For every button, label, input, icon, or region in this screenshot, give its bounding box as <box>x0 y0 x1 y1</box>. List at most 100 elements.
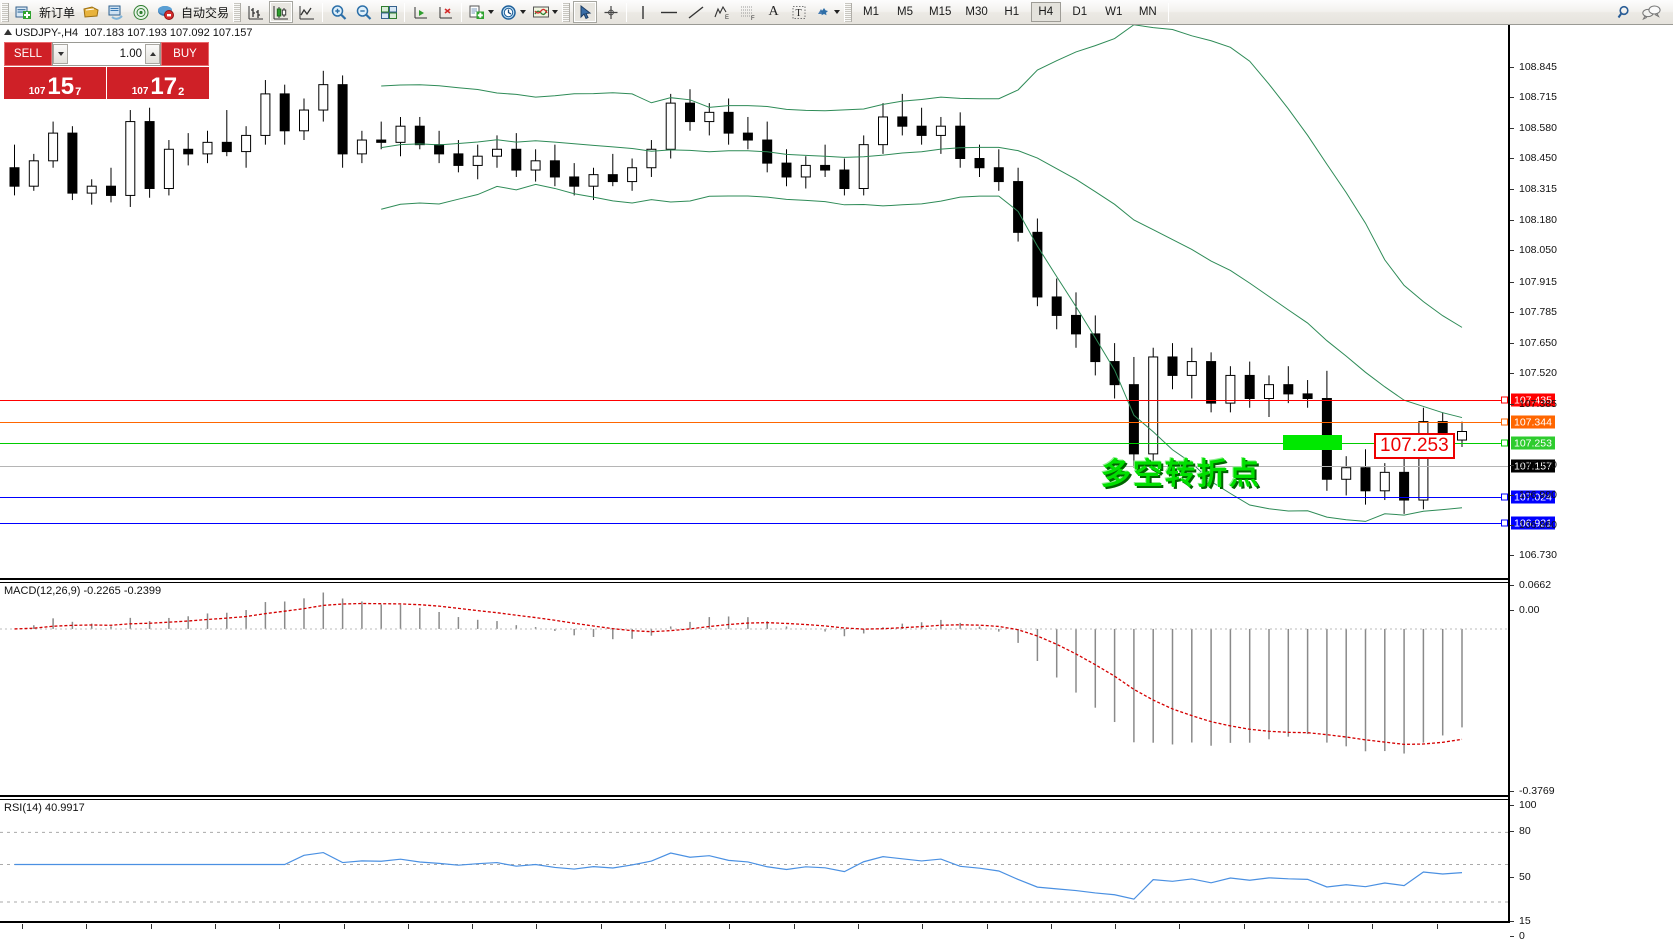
price-level-line[interactable] <box>0 523 1508 524</box>
toolbar-separator-3 <box>461 2 463 22</box>
timeframe-button-m1[interactable]: M1 <box>863 6 880 18</box>
timeframe-button-h4[interactable]: H4 <box>1030 2 1061 22</box>
crosshair-icon[interactable] <box>599 1 622 23</box>
timeframe-button-m30[interactable]: M30 <box>965 6 988 18</box>
timeframe-button-m5[interactable]: M5 <box>897 6 914 18</box>
templates-icon[interactable] <box>530 1 560 23</box>
time-axis-tick <box>1436 924 1438 929</box>
cursor-icon[interactable] <box>573 1 598 23</box>
price-level-handle[interactable] <box>1501 493 1508 501</box>
bar-chart-icon[interactable] <box>244 1 267 23</box>
auto-trading-icon[interactable] <box>154 1 177 23</box>
vline-icon[interactable] <box>631 1 654 23</box>
price-axis-label: 107.650 <box>1519 336 1557 349</box>
subpane-axis-tick <box>1510 791 1514 792</box>
candle-chart-icon[interactable] <box>269 1 294 23</box>
market-watch-icon[interactable] <box>104 1 127 23</box>
price-axis-tick <box>1510 158 1514 160</box>
price-axis-tick <box>1510 66 1514 68</box>
profile-icon[interactable] <box>79 1 102 23</box>
symbol-text: USDJPY-,H4 <box>15 27 79 39</box>
period-icon[interactable] <box>498 1 528 23</box>
price-level-tag[interactable]: 106.921 <box>1511 516 1555 530</box>
buy-price-display[interactable]: 107 17 2 <box>107 66 209 99</box>
toolbar-grip[interactable] <box>1 2 9 22</box>
time-axis-tick <box>857 924 859 929</box>
time-axis-tick <box>1115 924 1117 929</box>
timeframe-button-m15[interactable]: M15 <box>929 6 952 18</box>
price-level-line[interactable] <box>0 443 1508 444</box>
macd-pane[interactable]: MACD(12,26,9) -0.2265 -0.2399 <box>0 582 1509 797</box>
price-level-tag[interactable]: 107.024 <box>1511 490 1555 504</box>
chart-container[interactable]: USDJPY-,H4 107.183 107.193 107.092 107.1… <box>0 25 1673 948</box>
price-level-handle[interactable] <box>1501 418 1508 426</box>
price-level-handle[interactable] <box>1501 439 1508 447</box>
new-order-icon[interactable] <box>12 1 35 23</box>
price-level-handle[interactable] <box>1501 396 1508 404</box>
subpane-axis-label: 0.00 <box>1519 604 1540 616</box>
price-axis-tick <box>1510 220 1514 222</box>
rsi-plot <box>0 831 1509 903</box>
line-chart-icon[interactable] <box>295 1 318 23</box>
sell-button[interactable]: SELL <box>4 42 52 66</box>
chart-annotation-text[interactable]: 多空转折点 <box>1101 457 1261 492</box>
volume-decrement-button[interactable] <box>53 43 68 64</box>
chevron-down-icon-3[interactable] <box>552 10 559 14</box>
chevron-down-icon[interactable] <box>488 10 495 14</box>
navigator-icon[interactable] <box>129 1 152 23</box>
subpane-axis-label: -0.3769 <box>1519 785 1555 797</box>
price-level-line[interactable] <box>0 422 1508 423</box>
text-icon[interactable]: A <box>768 4 779 19</box>
timeframe-button-w1[interactable]: W1 <box>1105 6 1123 18</box>
price-level-tag[interactable]: 107.344 <box>1511 415 1555 429</box>
highlight-rectangle[interactable] <box>1283 435 1342 450</box>
time-axis-tick <box>1372 924 1374 929</box>
one-click-trading-panel[interactable]: SELL 1.00 BUY 107 15 7 107 17 2 <box>4 42 209 99</box>
timeframe-button-h1[interactable]: H1 <box>1004 6 1020 18</box>
toolbar-grip-3[interactable] <box>562 2 571 22</box>
indicators-icon[interactable] <box>466 1 496 23</box>
toolbar-grip-2[interactable] <box>233 2 242 22</box>
volume-increment-button[interactable] <box>145 43 160 64</box>
time-axis-tick <box>1308 924 1309 929</box>
zoom-in-icon[interactable] <box>327 1 350 23</box>
subpane-axis-tick <box>1510 831 1514 832</box>
auto-trading-label[interactable]: 自动交易 <box>181 5 230 20</box>
price-axis-label: 106.990 <box>1519 489 1557 502</box>
zoom-out-icon[interactable] <box>352 1 375 23</box>
objects-icon[interactable] <box>812 1 842 23</box>
toolbar-grip-4[interactable] <box>844 2 853 22</box>
price-level-line[interactable] <box>0 497 1508 498</box>
fibonacci-icon[interactable]: F <box>736 1 760 23</box>
text-label-icon[interactable]: T <box>787 1 810 23</box>
price-level-handle[interactable] <box>1501 519 1508 527</box>
collapse-triangle-icon[interactable] <box>4 29 12 35</box>
price-callout-box[interactable]: 107.253 <box>1374 433 1455 459</box>
sell-price-display[interactable]: 107 15 7 <box>4 66 106 99</box>
price-level-tag[interactable]: 107.253 <box>1511 436 1555 450</box>
chevron-down-icon-4[interactable] <box>834 10 841 14</box>
price-level-tag[interactable]: 107.435 <box>1511 393 1555 407</box>
chevron-down-icon-2[interactable] <box>520 10 527 14</box>
auto-scroll-icon[interactable] <box>434 1 457 23</box>
hline-icon[interactable] <box>656 1 682 23</box>
price-axis-label: 108.450 <box>1519 152 1557 165</box>
elliott-wave-icon[interactable]: E <box>710 1 734 23</box>
search-icon[interactable] <box>1613 1 1636 23</box>
trendline-icon[interactable] <box>684 1 708 23</box>
volume-stepper[interactable]: 1.00 <box>52 42 161 66</box>
price-axis-divider <box>1508 25 1510 923</box>
buy-button[interactable]: BUY <box>161 42 209 66</box>
tile-windows-icon[interactable] <box>377 1 400 23</box>
shift-end-icon[interactable] <box>409 1 432 23</box>
timeframe-button-mn[interactable]: MN <box>1138 6 1157 18</box>
time-axis-tick <box>665 924 666 929</box>
timeframe-button-d1[interactable]: D1 <box>1072 6 1088 18</box>
rsi-pane[interactable]: RSI(14) 40.9917 <box>0 799 1509 923</box>
price-level-line[interactable] <box>0 400 1508 401</box>
new-order-label[interactable]: 新订单 <box>39 5 76 20</box>
chat-icon[interactable] <box>1638 1 1664 23</box>
volume-value[interactable]: 1.00 <box>119 47 142 60</box>
price-level-line[interactable] <box>0 466 1508 467</box>
price-level-tag[interactable]: 107.157 <box>1511 459 1555 473</box>
